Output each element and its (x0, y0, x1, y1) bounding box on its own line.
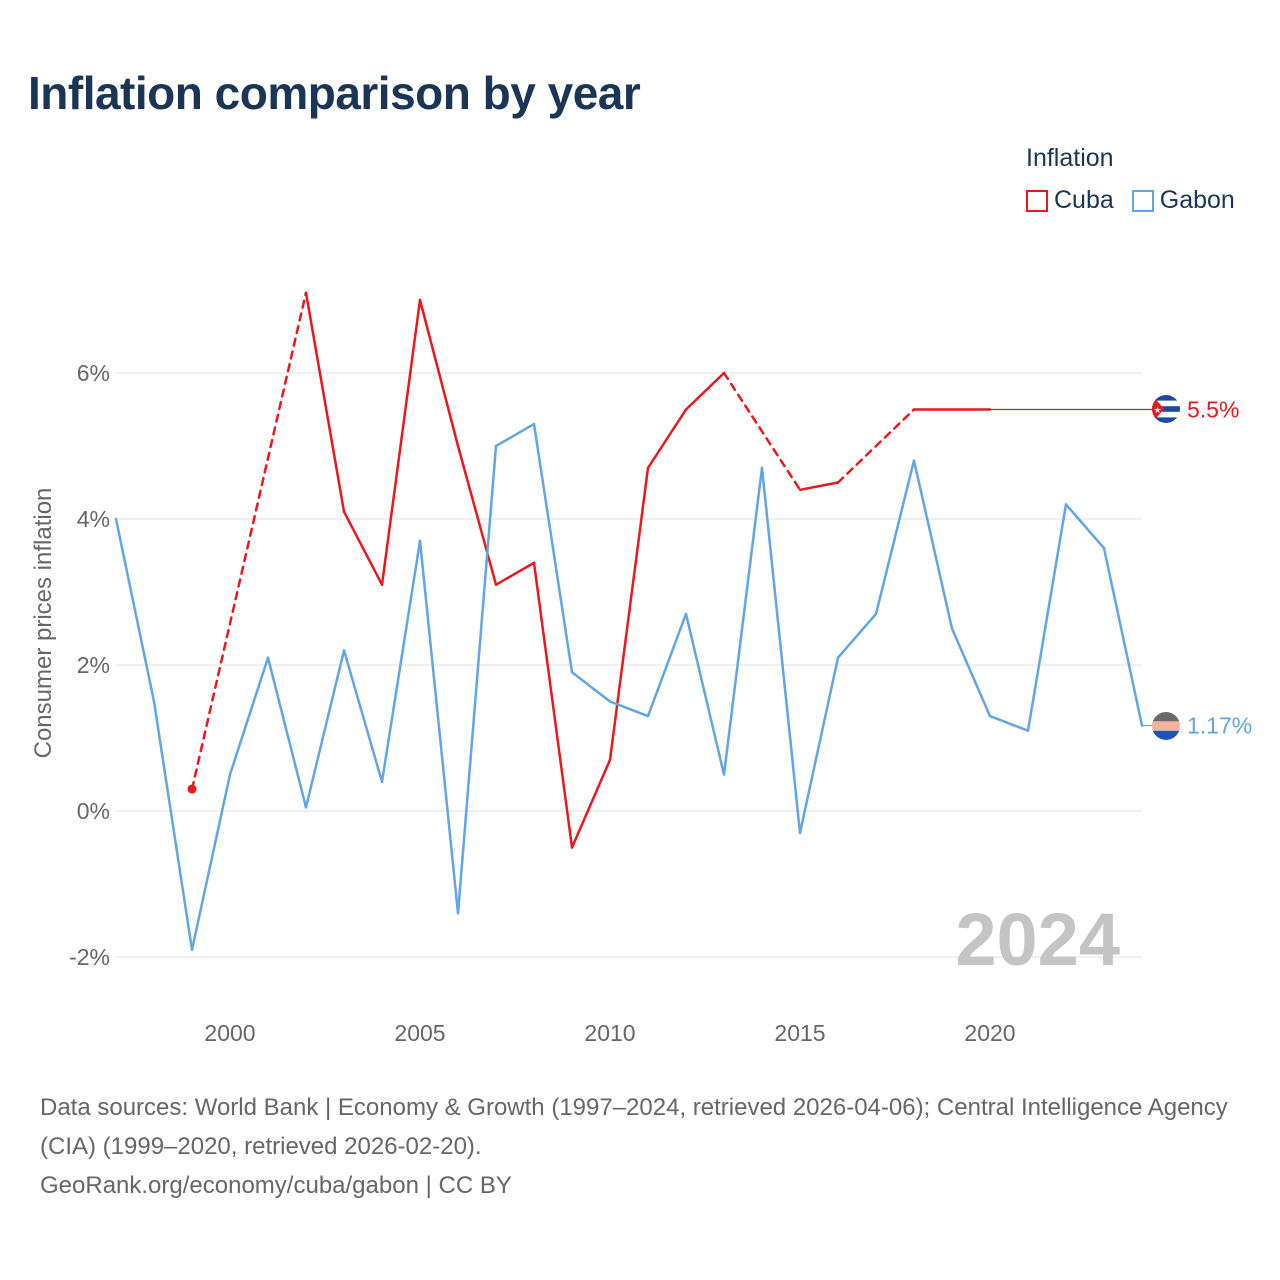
series-segment-gabon (534, 424, 572, 672)
series-segment-gabon (1028, 504, 1066, 730)
y-axis-label: Consumer prices inflation (30, 488, 57, 759)
series-segment-gabon (800, 658, 838, 833)
sources-text: Data sources: World Bank | Economy & Gro… (40, 1088, 1240, 1166)
series-point-cuba (188, 785, 197, 794)
site-credit[interactable]: GeoRank.org/economy/cuba/gabon | CC BY (40, 1166, 1240, 1205)
svg-text:★: ★ (1153, 406, 1161, 416)
series-segment-gabon (952, 629, 990, 717)
series-segment-cuba (648, 410, 686, 468)
series-cuba (188, 293, 1153, 848)
x-tick-label: 2020 (964, 1020, 1015, 1046)
series-segment-cuba (610, 468, 648, 760)
series-segment-gabon (724, 468, 762, 775)
x-tick-label: 2015 (774, 1020, 825, 1046)
series-segment-gabon (420, 541, 458, 913)
series-segment-gabon (344, 650, 382, 781)
series-segment-cuba (344, 512, 382, 585)
y-tick-label: 4% (77, 506, 110, 532)
series-segment-gabon (1066, 504, 1104, 548)
line-chart: -2% 0% 2% 4% 6% 2000 2005 2010 2015 2020 2024 Con… (0, 0, 1280, 1080)
series-segment-gabon (686, 614, 724, 775)
series-gabon (116, 424, 1152, 950)
x-tick-label: 2000 (204, 1020, 255, 1046)
series-segment-gabon (876, 461, 914, 614)
series-segment-cuba (496, 563, 534, 585)
y-tick-label: 0% (77, 798, 110, 824)
series-segment-cuba (800, 483, 838, 490)
series-segment-cuba (686, 373, 724, 410)
year-watermark: 2024 (955, 898, 1120, 981)
series-segment-gabon (268, 658, 306, 808)
series-segment-gabon (838, 614, 876, 658)
y-tick-label: -2% (69, 944, 110, 970)
y-tick-label: 6% (77, 360, 110, 386)
series-segment-gabon (762, 468, 800, 833)
series-segment-gabon (990, 716, 1028, 731)
series-segment-gabon (572, 672, 610, 701)
gabon-flag-icon (1152, 712, 1180, 740)
x-tick-label: 2010 (584, 1020, 635, 1046)
end-label-gabon: 1.17% (1187, 713, 1252, 739)
data-sources: Data sources: World Bank | Economy & Gro… (40, 1088, 1240, 1205)
series-segment-gabon (382, 541, 420, 782)
x-tick-label: 2005 (394, 1020, 445, 1046)
end-label-cuba: 5.5% (1187, 397, 1239, 423)
series-segment-cuba (534, 563, 572, 848)
series-segment-cuba (838, 410, 914, 483)
series-segment-gabon (496, 424, 534, 446)
series-segment-cuba (306, 293, 344, 512)
series-segment-gabon (230, 658, 268, 775)
series-segment-gabon (154, 702, 192, 950)
series-segment-cuba (572, 760, 610, 848)
cuba-flag-icon: ★ (1152, 395, 1180, 423)
series-segment-gabon (306, 650, 344, 807)
y-tick-label: 2% (77, 652, 110, 678)
series-segment-gabon (116, 519, 154, 702)
series-segment-gabon (914, 461, 952, 629)
series-segment-gabon (192, 775, 230, 950)
series-segment-gabon (1104, 548, 1142, 725)
series-segment-cuba (382, 300, 420, 585)
